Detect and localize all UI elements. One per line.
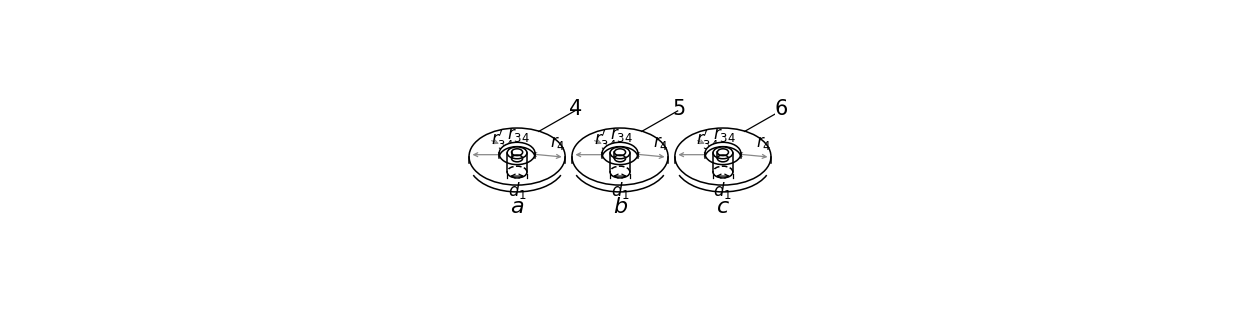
Ellipse shape [507, 147, 527, 159]
Text: c: c [717, 197, 729, 217]
Text: $r_{34}$: $r_{34}$ [507, 126, 529, 144]
Text: $r_4$: $r_4$ [652, 134, 668, 152]
Text: $d_1$: $d_1$ [507, 180, 527, 201]
Ellipse shape [603, 142, 639, 165]
Ellipse shape [717, 149, 729, 156]
Text: $r_3$: $r_3$ [624, 144, 639, 162]
Ellipse shape [512, 149, 523, 156]
Text: 6: 6 [775, 100, 789, 119]
Text: $r_{34}'$: $r_{34}'$ [594, 128, 616, 152]
Ellipse shape [498, 142, 536, 165]
Text: $r_{34}'$: $r_{34}'$ [697, 128, 719, 152]
Text: a: a [511, 197, 523, 217]
Text: $r_4$: $r_4$ [549, 134, 565, 152]
Text: b: b [613, 197, 627, 217]
Text: 4: 4 [569, 100, 583, 119]
Ellipse shape [713, 147, 733, 159]
Text: $r_{34}$: $r_{34}$ [610, 126, 632, 144]
Ellipse shape [704, 142, 742, 165]
Text: $r_4$: $r_4$ [755, 134, 771, 152]
Ellipse shape [610, 147, 630, 159]
Text: $r_3$: $r_3$ [727, 144, 742, 162]
Text: $r_{34}$: $r_{34}$ [713, 126, 735, 144]
Text: $d_1$: $d_1$ [610, 180, 630, 201]
Text: 5: 5 [672, 100, 686, 119]
Text: $d_1$: $d_1$ [713, 180, 733, 201]
Ellipse shape [614, 149, 626, 156]
Text: $r_{34}'$: $r_{34}'$ [491, 128, 513, 152]
Text: $r_3$: $r_3$ [521, 144, 536, 162]
